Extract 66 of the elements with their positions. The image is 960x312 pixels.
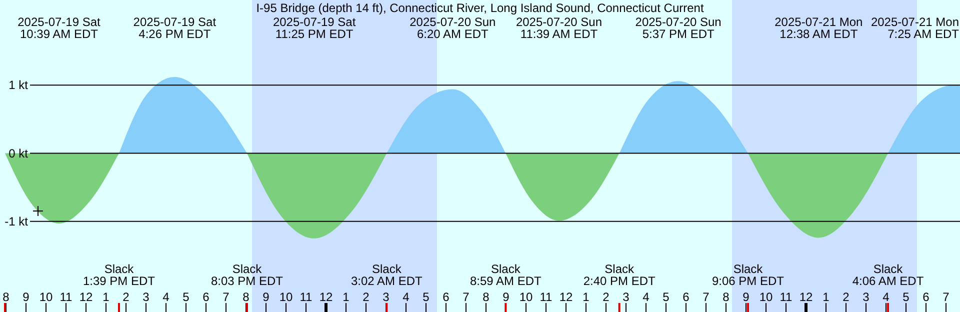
x-tick-label: 4 xyxy=(642,290,650,304)
x-tick-label: 9 xyxy=(502,290,510,304)
x-tick-label: 12 xyxy=(319,290,333,304)
x-tick-label: 8 xyxy=(722,290,730,304)
annotation: Slack 2:40 PM EDT xyxy=(583,262,656,288)
x-tick-label: 4 xyxy=(402,290,410,304)
x-tick-label: 8 xyxy=(242,290,250,304)
x-tick-label: 6 xyxy=(202,290,210,304)
x-tick-label: 12 xyxy=(559,290,573,304)
x-tick-label: 5 xyxy=(662,290,670,304)
x-tick-label: 3 xyxy=(622,290,630,304)
x-tick-label: 6 xyxy=(922,290,930,304)
x-tick-label: 11 xyxy=(540,290,553,304)
x-tick-label: 7 xyxy=(702,290,710,304)
x-tick-label: 7 xyxy=(222,290,230,304)
annotation: 2025-07-21 Mon 7:25 AM EDT xyxy=(870,15,960,41)
x-tick-label: 6 xyxy=(682,290,690,304)
x-tick-label: 11 xyxy=(300,290,313,304)
x-tick-label: 9 xyxy=(262,290,270,304)
x-tick-label: 4 xyxy=(882,290,890,304)
annotation: Slack 9:06 PM EDT xyxy=(712,262,785,288)
x-tick-label: 1 xyxy=(342,290,350,304)
x-tick-label: 5 xyxy=(422,290,430,304)
x-tick-label: 7 xyxy=(942,290,950,304)
y-tick-label: -1 kt xyxy=(4,214,29,228)
x-tick-label: 10 xyxy=(759,290,773,304)
x-tick-label: 1 xyxy=(582,290,590,304)
annotation: Slack 1:39 PM EDT xyxy=(82,262,156,288)
x-tick-label: 2 xyxy=(362,290,370,304)
x-tick-label: 9 xyxy=(742,290,750,304)
x-tick-label: 7 xyxy=(462,290,470,304)
annotation: 2025-07-19 Sat 11:25 PM EDT xyxy=(272,15,356,41)
x-tick-label: 3 xyxy=(142,290,150,304)
x-tick-label: 8 xyxy=(482,290,490,304)
x-tick-label: 2 xyxy=(122,290,130,304)
annotation: Slack 8:59 AM EDT xyxy=(470,262,542,288)
x-tick-label: 11 xyxy=(60,290,73,304)
x-tick-label: 3 xyxy=(862,290,870,304)
annotation: 2025-07-20 Sun 5:37 PM EDT xyxy=(635,15,722,41)
annotation: 2025-07-19 Sat 4:26 PM EDT xyxy=(133,15,217,41)
x-tick-label: 6 xyxy=(442,290,450,304)
annotation: 2025-07-20 Sun 11:39 AM EDT xyxy=(516,15,602,41)
x-tick-label: 3 xyxy=(382,290,390,304)
x-tick-label: 12 xyxy=(79,290,93,304)
chart-title: I-95 Bridge (depth 14 ft), Connecticut River, Long Island Sound, Connecticut Current xyxy=(256,1,704,15)
x-tick-label: 8 xyxy=(2,290,10,304)
x-tick-label: 12 xyxy=(799,290,813,304)
x-tick-label: 2 xyxy=(842,290,850,304)
x-tick-label: 10 xyxy=(279,290,293,304)
x-tick-label: 1 xyxy=(822,290,830,304)
x-tick-label: 5 xyxy=(182,290,190,304)
x-tick-label: 10 xyxy=(39,290,53,304)
annotation: 2025-07-21 Mon 12:38 AM EDT xyxy=(774,15,863,41)
y-tick-label: 1 kt xyxy=(8,78,29,92)
x-tick-label: 11 xyxy=(780,290,793,304)
x-tick-label: 2 xyxy=(602,290,610,304)
x-tick-label: 10 xyxy=(519,290,533,304)
annotation: 2025-07-19 Sat 10:39 AM EDT xyxy=(18,15,102,41)
annotation: 2025-07-20 Sun 6:20 AM EDT xyxy=(410,15,496,41)
x-tick-label: 1 xyxy=(102,290,110,304)
annotation: Slack 3:02 AM EDT xyxy=(350,262,424,288)
annotation: Slack 8:03 PM EDT xyxy=(210,262,284,288)
x-tick-label: 9 xyxy=(22,290,30,304)
annotation: Slack 4:06 AM EDT xyxy=(852,262,924,288)
x-tick-label: 5 xyxy=(902,290,910,304)
x-tick-label: 4 xyxy=(162,290,170,304)
